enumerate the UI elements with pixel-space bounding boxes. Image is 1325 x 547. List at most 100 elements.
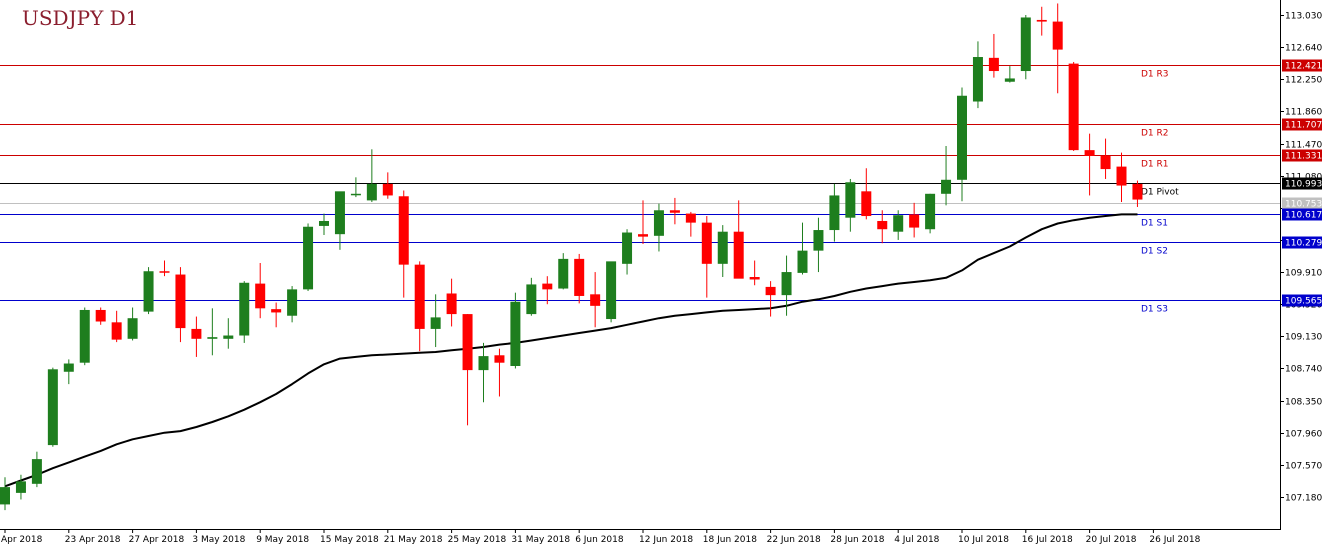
x-tick-label-7: 25 May 2018	[448, 535, 507, 545]
candle-body	[271, 309, 282, 313]
candle-body	[957, 95, 967, 180]
x-tick-label-16: 16 Jul 2018	[1022, 535, 1073, 545]
x-tick-label-10: 12 Jun 2018	[639, 535, 693, 545]
candle-68	[1084, 133, 1095, 196]
level-price-tag-2: 111.331	[1282, 149, 1322, 162]
candle-body	[638, 234, 648, 237]
level-price-tag-4-text: 110.617	[1285, 211, 1322, 221]
level-price-tag-3-bg	[1282, 177, 1322, 190]
candle-38	[606, 261, 617, 323]
candle-27	[430, 294, 441, 348]
candle-52	[829, 183, 840, 242]
candle-63	[1004, 66, 1015, 83]
plot-frame	[0, 0, 1281, 530]
x-tick-label-0: Apr 2018	[1, 535, 43, 545]
candle-body	[398, 196, 409, 265]
x-tick-label-3: 3 May 2018	[192, 535, 245, 545]
candle-10	[159, 260, 170, 277]
candle-body	[590, 294, 601, 306]
candle-50	[797, 222, 808, 275]
candlesticks	[0, 3, 1143, 511]
candle-body	[175, 274, 186, 329]
x-tick-label-2: 27 Apr 2018	[129, 535, 185, 545]
level-price-tag-0-bg	[1282, 59, 1322, 72]
candle-body	[941, 179, 952, 194]
y-tick-label-0: 113.030	[1285, 12, 1322, 22]
level-label-3: D1 Pivot	[1141, 188, 1179, 198]
candle-body	[414, 264, 425, 329]
candle-body	[574, 258, 585, 296]
candle-39	[622, 229, 633, 275]
candle-body	[893, 215, 904, 232]
bid-price-tag-bg	[1282, 197, 1322, 210]
level-price-tag-6-bg	[1282, 294, 1322, 307]
level-price-tag-1-bg	[1282, 118, 1322, 131]
candle-70	[1116, 152, 1127, 203]
candle-47	[749, 260, 760, 286]
price-tags: 110.753 112.421 111.707 111.331 110.993 110.6…	[1282, 59, 1322, 307]
level-label-4: D1 S1	[1141, 219, 1168, 229]
candle-65	[1036, 6, 1047, 36]
candle-37	[590, 272, 601, 328]
candle-14	[223, 318, 234, 349]
x-tick-label-4: 9 May 2018	[256, 535, 309, 545]
level-label-5: D1 S2	[1141, 247, 1168, 257]
candle-body	[558, 258, 569, 289]
y-tick-label-8: 109.910	[1285, 269, 1322, 279]
candle-body	[845, 182, 856, 218]
level-price-tag-4-bg	[1282, 208, 1322, 221]
candle-body	[1004, 78, 1015, 82]
candle-16	[255, 263, 266, 319]
candle-body	[749, 277, 760, 280]
candle-42	[669, 197, 680, 225]
candle-45	[717, 225, 728, 278]
candle-13	[207, 308, 218, 356]
y-tick-label-3: 111.860	[1285, 108, 1322, 118]
x-tick-label-13: 28 Jun 2018	[830, 535, 884, 545]
candle-body	[669, 210, 680, 213]
price-axis: 113.030112.640112.250111.860111.470111.0…	[1280, 12, 1322, 504]
candle-body	[319, 220, 329, 226]
candle-18	[287, 286, 298, 323]
bid-price-tag: 110.753	[1282, 197, 1322, 210]
x-tick-label-6: 21 May 2018	[384, 535, 443, 545]
chart-symbol-title: USDJPY D1	[22, 6, 138, 30]
candle-body	[829, 195, 840, 231]
candle-59	[941, 146, 952, 206]
x-tick-label-17: 20 Jul 2018	[1086, 535, 1137, 545]
level-label-6: D1 S3	[1141, 305, 1168, 315]
candle-body	[430, 317, 441, 329]
candle-body	[111, 322, 122, 340]
candle-body	[0, 487, 10, 505]
candle-body	[494, 355, 505, 363]
candle-60	[957, 87, 967, 202]
candle-body	[31, 459, 42, 484]
x-tick-label-8: 31 May 2018	[511, 535, 570, 545]
level-price-tag-3-text: 110.993	[1285, 180, 1322, 190]
level-price-tag-5-bg	[1282, 236, 1322, 249]
time-axis: Apr 2018 23 Apr 2018 27 Apr 2018 3 May 2018…	[1, 529, 1201, 545]
x-tick-label-15: 10 Jul 2018	[958, 535, 1009, 545]
candle-8	[127, 307, 138, 341]
y-tick-label-1: 112.640	[1285, 44, 1322, 54]
candle-58	[925, 193, 936, 234]
level-price-tag-1: 111.707	[1282, 118, 1322, 131]
level-price-tag-3: 110.993	[1282, 177, 1322, 190]
candle-body	[366, 183, 377, 201]
candle-3	[47, 367, 58, 447]
candle-body	[1116, 166, 1127, 186]
bid-price-tag-text: 110.753	[1285, 200, 1322, 210]
candle-body	[350, 193, 361, 196]
candle-62	[988, 33, 999, 78]
level-price-tag-0-text: 112.421	[1285, 62, 1322, 72]
level-label-0: D1 R3	[1141, 70, 1169, 80]
candle-21	[334, 191, 345, 250]
candle-9	[143, 267, 154, 315]
candle-body	[972, 57, 983, 102]
candle-49	[781, 255, 792, 316]
candle-body	[1052, 21, 1063, 50]
candle-30	[478, 342, 489, 403]
level-price-tag-5-text: 110.279	[1285, 239, 1322, 249]
level-price-tag-0: 112.421	[1282, 59, 1322, 72]
